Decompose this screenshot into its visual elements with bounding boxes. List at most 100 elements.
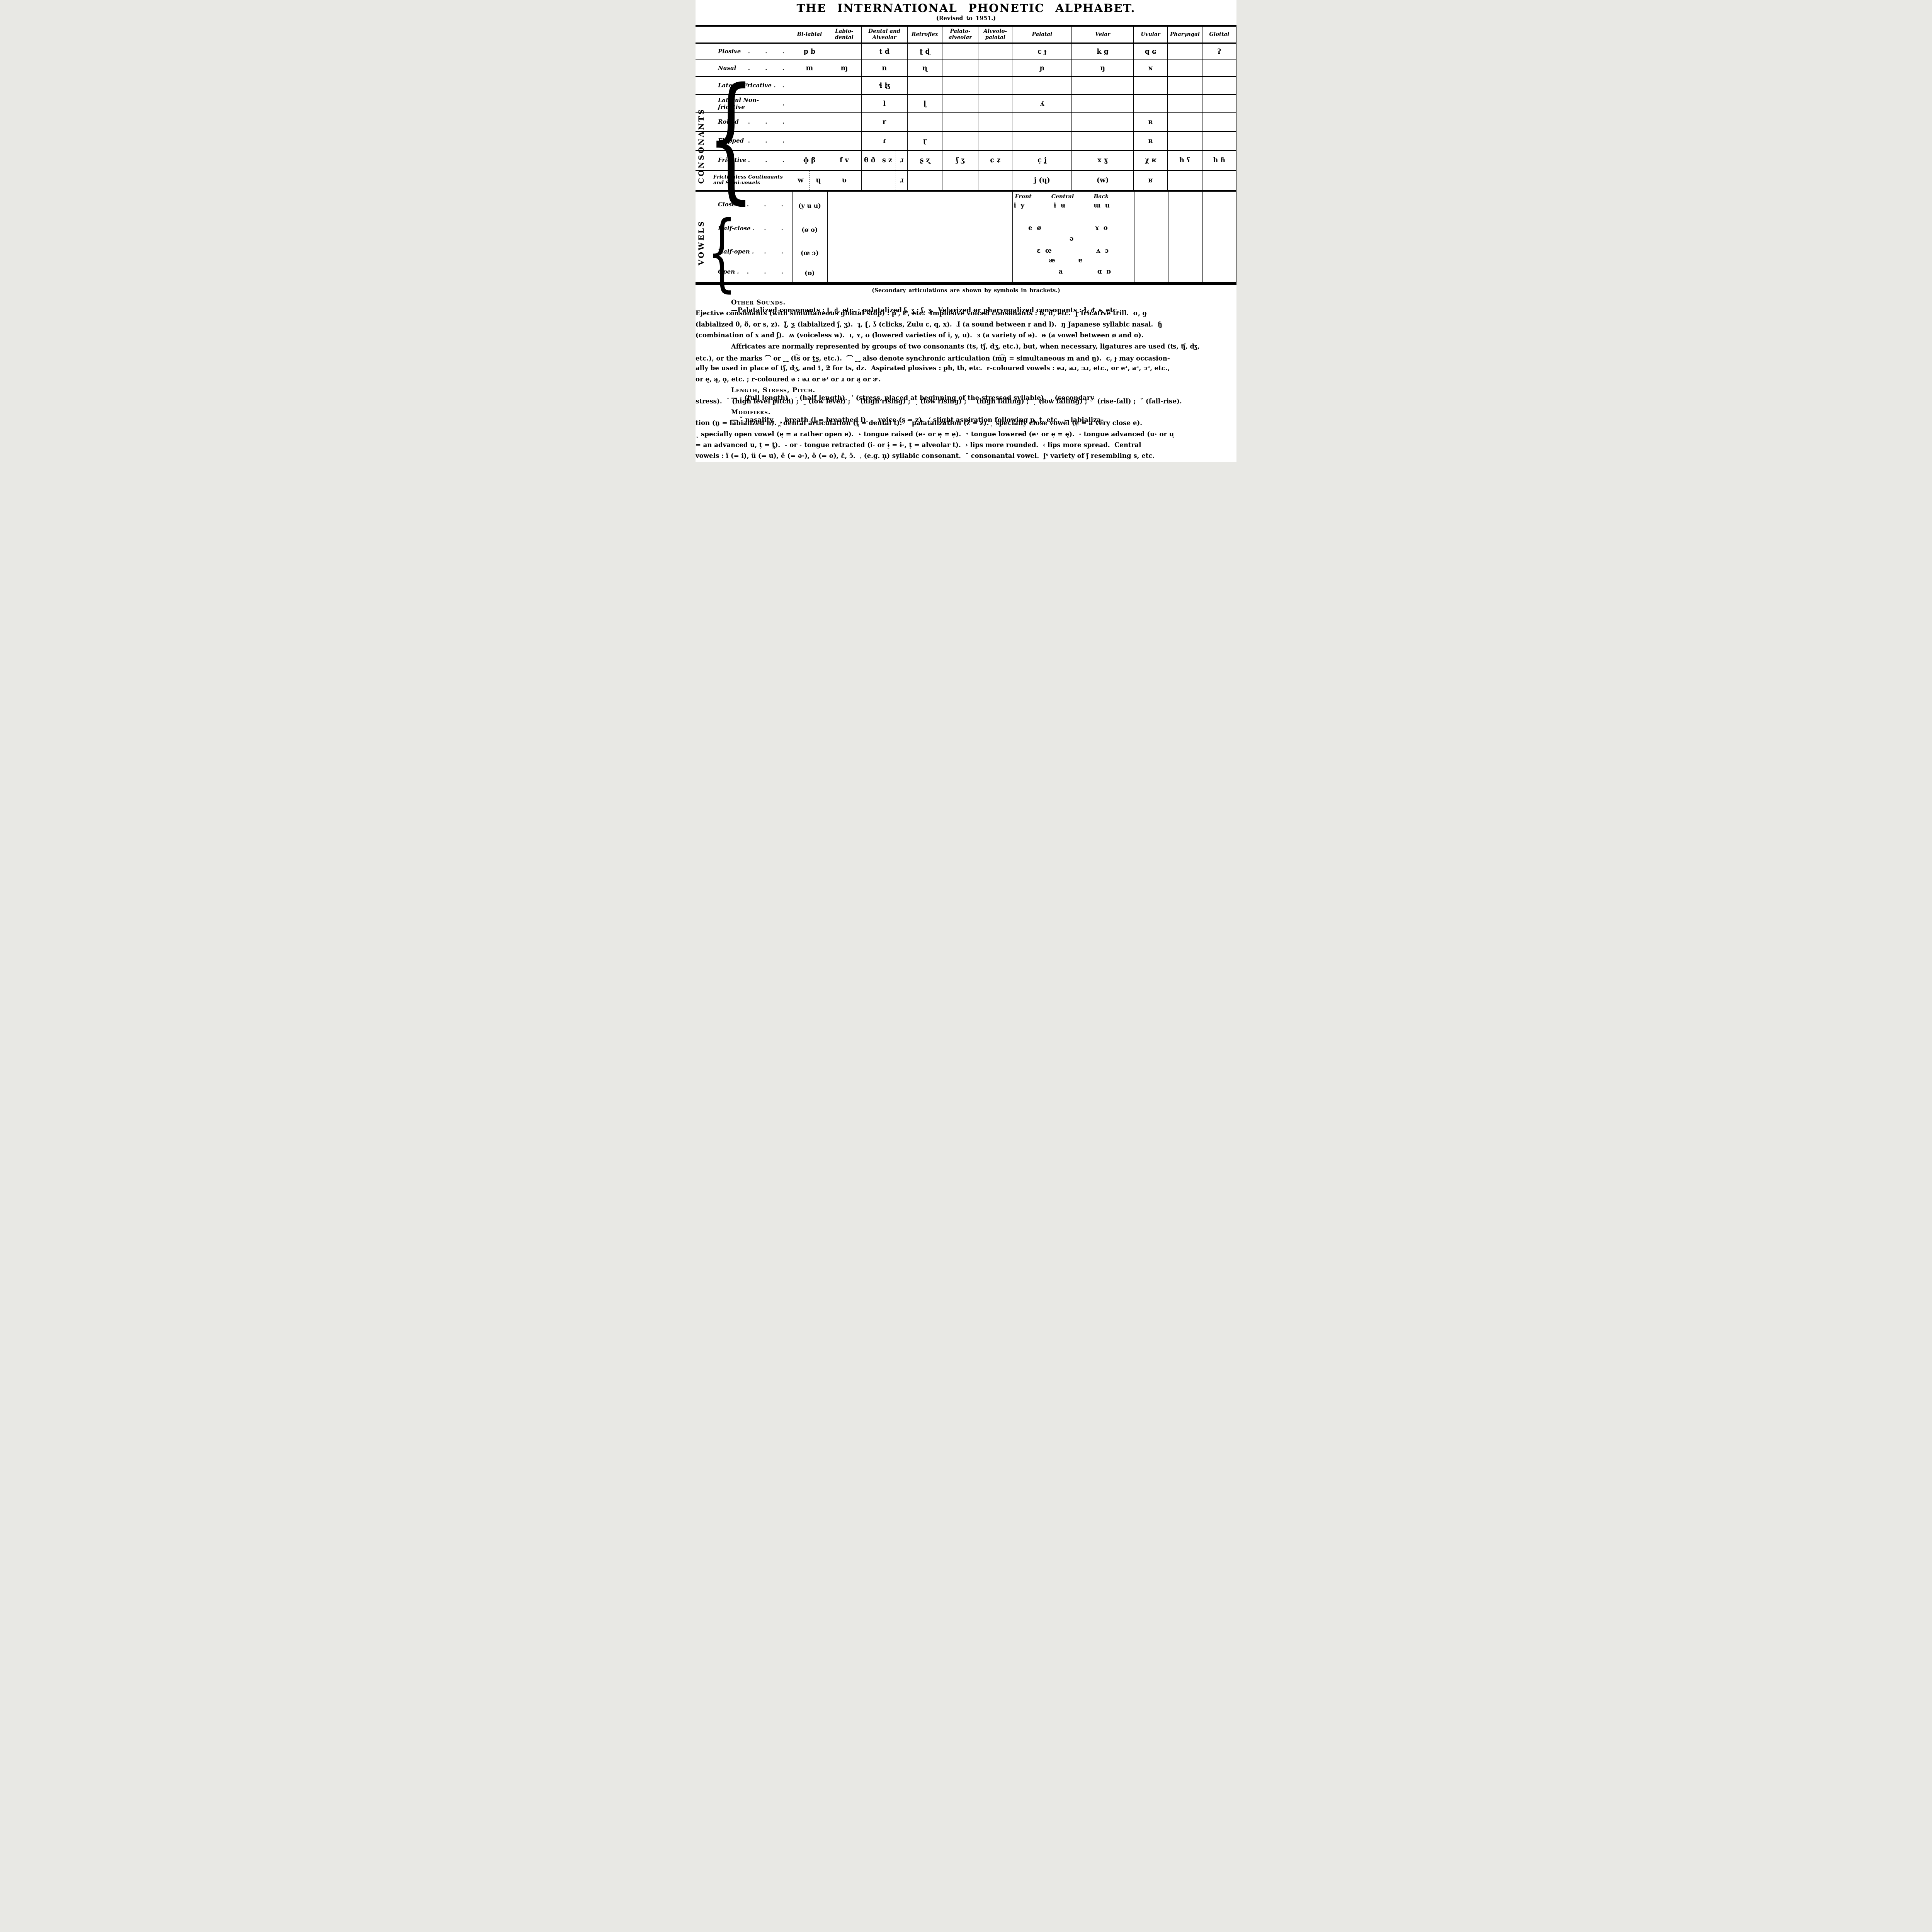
leader-dots: . . . xyxy=(747,268,790,275)
consonant-cell: ɬ ɮ xyxy=(862,77,908,94)
note-line-text: (combination of x and ʃ). ʍ (voiceless w… xyxy=(696,331,1144,339)
note-line: (combination of x and ʃ). ʍ (voiceless w… xyxy=(696,331,1236,342)
consonant-subcell: w xyxy=(798,177,804,184)
consonant-cell xyxy=(792,113,827,131)
consonant-subcell: s z xyxy=(878,151,896,170)
vowel-column-label: Central xyxy=(1051,193,1074,200)
consonant-cell xyxy=(978,132,1013,150)
consonant-subcell: ɹ xyxy=(896,171,907,190)
consonant-cell: ɳ xyxy=(908,60,943,76)
consonant-cell: ɽ xyxy=(908,132,943,150)
consonant-cell: ʂ ʐ xyxy=(908,151,943,170)
consonant-cell: ɸ β xyxy=(792,151,827,170)
consonant-cell xyxy=(1202,132,1236,150)
header-corner-cell xyxy=(696,27,792,43)
row-label-text: Nasal xyxy=(718,64,736,71)
consonant-cell: ɴ xyxy=(1134,60,1168,76)
row-label-text: Lateral Non-fricative xyxy=(718,97,759,111)
consonants-section-label: CONSONANTS xyxy=(697,108,706,184)
consonant-cell xyxy=(792,95,827,112)
vowel-token: ɤ o xyxy=(1095,224,1109,232)
consonant-row: Lateral Non-fricative. l ɭ ʎ xyxy=(696,95,1236,113)
header-cell: Glottal xyxy=(1202,27,1236,43)
grid-line xyxy=(1012,192,1013,282)
grid-line xyxy=(827,192,828,282)
consonant-subcell xyxy=(862,171,878,190)
leader-dots: . . . xyxy=(748,48,791,55)
consonant-cell: ʋ xyxy=(827,171,862,190)
consonant-cell xyxy=(1202,113,1236,131)
vowel-row-label: Open . . . . xyxy=(696,268,792,275)
vowel-token: ə xyxy=(1069,235,1075,243)
consonant-cell: ɭ xyxy=(908,95,943,112)
row-label-text: Frictionless Continuants and Semi-vowels xyxy=(713,174,783,186)
vowel-token: ʌ ɔ xyxy=(1096,247,1110,254)
leader-dots: . . . xyxy=(748,156,791,164)
consonant-cell: ʈ ɖ xyxy=(908,44,943,60)
consonant-cell: k g xyxy=(1072,44,1134,60)
ipa-table: Bi-labial Labio-dental Dental and Alveolar… xyxy=(696,25,1236,296)
consonant-cell: (w) xyxy=(1072,171,1134,190)
consonant-cell: ç ʝ xyxy=(1012,151,1072,170)
consonant-cell xyxy=(942,171,979,190)
row-label: Lateral Non-fricative. xyxy=(696,95,792,112)
leader-dots: . xyxy=(782,100,791,107)
consonant-cell xyxy=(827,77,862,94)
consonant-cell xyxy=(978,44,1013,60)
consonant-cell: j (ɥ) xyxy=(1012,171,1072,190)
consonant-cell: c ɟ xyxy=(1012,44,1072,60)
row-label: Nasal . . . xyxy=(696,60,792,76)
consonant-cell xyxy=(978,77,1013,94)
leader-dots: . . xyxy=(764,248,790,255)
vowel-row-label: Half-close . . . xyxy=(696,225,792,232)
vowel-bracket-value: (y ʉ u) xyxy=(798,202,821,209)
leader-dots: . . xyxy=(764,225,790,232)
scanned-ipa-chart-page: THE INTERNATIONAL PHONETIC ALPHABET. (Re… xyxy=(696,0,1236,462)
header-cell: Labio-dental xyxy=(827,27,862,43)
row-label: Fricative. . . xyxy=(696,151,792,170)
header-cell: Pharyngal xyxy=(1168,27,1202,43)
note-line-text: or ę, ą, ǫ, etc. ; r-coloured ə : əɹ or … xyxy=(696,375,881,383)
consonant-cell: ɲ xyxy=(1012,60,1072,76)
row-label-text: Flapped xyxy=(718,137,744,144)
note-line-text: ally be used in place of tʃ, dʒ, and ƾ, … xyxy=(696,364,1170,372)
consonant-cell: ɕ ʑ xyxy=(978,151,1013,170)
row-label: Lateral Fricative .. xyxy=(696,77,792,94)
leader-dots: . xyxy=(782,82,791,89)
consonant-cell xyxy=(827,132,862,150)
consonant-cell: ʎ xyxy=(1012,95,1072,112)
note-line: or ę, ą, ǫ, etc. ; r-coloured ə : əɹ or … xyxy=(696,375,1236,386)
consonant-subcell xyxy=(878,171,896,190)
consonant-cell: t d xyxy=(862,44,908,60)
vowel-token: ɨ ʉ xyxy=(1054,201,1067,209)
consonant-cell xyxy=(1202,60,1236,76)
note-line: Affricates are normally represented by g… xyxy=(696,342,1236,353)
header-cell: Dental and Alveolar xyxy=(862,27,908,43)
vowel-row-label-text: Close . xyxy=(718,201,740,208)
consonant-cell xyxy=(1168,44,1202,60)
vowel-chart: Front Central Back i y ɨ ʉ ɯ u e ø ɤ o ə ɛ œ ʌ ɔ æ ɐ… xyxy=(1012,192,1134,282)
consonant-subcell: θ ð xyxy=(864,156,876,164)
row-label: Frictionless Continuants and Semi-vowels xyxy=(696,171,792,190)
note-line-text: Ejective consonants (with simultaneous g… xyxy=(696,309,1147,317)
consonant-cell: h ɦ xyxy=(1202,151,1236,170)
header-cell: Uvular xyxy=(1134,27,1168,43)
vowels-section-label: VOWELS xyxy=(697,220,706,265)
vowel-bracket-value: (œ ɔ) xyxy=(800,249,819,257)
vowel-bracket-value: (ø o) xyxy=(801,226,818,233)
note-line-text: —Palatalized consonants : ƫ, ᶁ, etc. ; p… xyxy=(731,306,1119,314)
vowel-column-label: Back xyxy=(1094,193,1109,200)
note-line-smallcaps: Other Sounds. xyxy=(731,298,786,306)
note-line-text: tion (n̫ = labialized n). ̪ dental artic… xyxy=(696,419,1143,427)
consonant-cell xyxy=(1168,132,1202,150)
vowel-row-label-text: Half-open . xyxy=(718,248,754,255)
note-line-text: (labialized θ, ð, or s, z). ƪ, ƺ (labial… xyxy=(696,320,1162,328)
vowel-row-label-text: Half-close . xyxy=(718,225,755,232)
consonant-row: Frictionless Continuants and Semi-vowels… xyxy=(696,171,1236,192)
leader-dots: . . . xyxy=(747,201,790,208)
note-line: ˛ specially open vowel (ę = a rather ope… xyxy=(696,430,1236,441)
consonant-cell xyxy=(1134,95,1168,112)
consonant-subcell: ɥ xyxy=(809,171,827,190)
